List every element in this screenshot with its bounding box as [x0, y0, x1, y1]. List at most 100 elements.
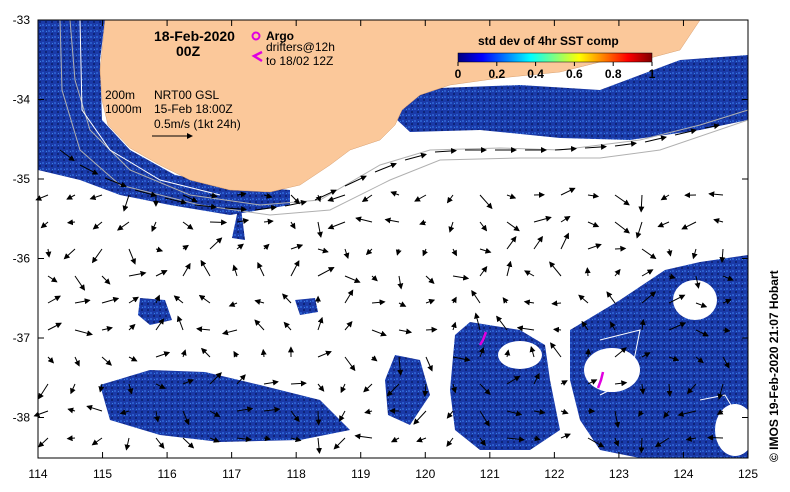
current-vector: [446, 410, 454, 419]
current-vector: [506, 236, 517, 250]
colorbar-tick-label: 0.6: [566, 67, 583, 81]
current-vector: [551, 300, 562, 307]
current-vector: [523, 299, 535, 306]
current-vector: [290, 380, 307, 387]
current-vector: [263, 435, 272, 442]
colorbar-tick-label: 0.8: [605, 67, 622, 81]
current-vector: [654, 437, 670, 448]
current-vector: [614, 347, 627, 358]
current-vector: [479, 410, 490, 427]
current-vector: [610, 321, 616, 331]
current-vector: [116, 221, 130, 231]
current-vector: [155, 351, 171, 358]
current-vector: [639, 383, 646, 395]
current-vector: [691, 248, 698, 260]
current-vector: [681, 221, 697, 230]
current-vector: [398, 328, 413, 335]
current-vector: [228, 301, 238, 307]
current-vector: [263, 379, 279, 386]
current-vector: [344, 356, 356, 372]
current-vector: [290, 260, 300, 277]
shelf-contour-white: [79, 19, 741, 421]
current-vector: [581, 320, 589, 331]
current-vector: [344, 175, 367, 187]
current-vector: [290, 243, 304, 250]
current-vector: [236, 243, 244, 250]
lon-tick-label: 124: [673, 467, 693, 481]
current-vector: [479, 266, 488, 277]
current-vector: [182, 262, 191, 277]
current-vector: [641, 269, 654, 277]
current-vector: [283, 321, 292, 331]
current-vector: [196, 326, 211, 333]
lon-tick-label: 119: [351, 467, 370, 481]
current-vector: [327, 221, 346, 230]
current-vector: [128, 323, 136, 331]
current-vector: [614, 410, 621, 429]
current-vector: [155, 437, 165, 449]
current-vector: [660, 194, 670, 201]
map-hour: 00Z: [176, 43, 201, 59]
current-vector: [397, 356, 404, 376]
current-vector: [315, 410, 322, 426]
current-vector: [533, 215, 552, 223]
lon-tick-label: 121: [480, 467, 500, 481]
current-vector: [533, 409, 546, 415]
lat-tick-label: -36: [13, 252, 31, 266]
colorbar-tick-label: 0.4: [527, 67, 544, 81]
current-vector: [371, 329, 387, 337]
current-vector: [101, 296, 120, 304]
current-vector: [560, 187, 576, 196]
lon-axis: 114 115 116 117 118 119 120 121 122 123 124 125: [28, 20, 758, 481]
current-vector: [66, 194, 76, 200]
current-vector: [47, 322, 62, 331]
lat-axis: -33 -34 -35 -36 -37 -38: [13, 13, 748, 425]
current-vector: [91, 437, 103, 446]
current-vector: [38, 437, 49, 448]
current-vector: [119, 409, 130, 415]
current-vector: [386, 383, 400, 397]
current-vector: [644, 135, 667, 143]
current-vector: [201, 347, 211, 358]
current-vector: [668, 273, 676, 280]
current-vector: [74, 329, 93, 337]
current-vector: [478, 346, 485, 358]
current-vector: [533, 235, 543, 250]
current-vector: [70, 383, 76, 395]
current-vector: [333, 437, 346, 450]
drifters-label-2: to 18/02 12Z: [266, 54, 333, 68]
current-vector: [614, 245, 627, 252]
current-vector: [524, 270, 535, 277]
current-vector: [209, 237, 223, 250]
argo-label: Argo: [266, 29, 294, 43]
valid-time-label: 15-Feb 18:00Z: [154, 102, 233, 116]
current-vector: [639, 318, 646, 331]
current-vector: [284, 199, 307, 207]
current-vector: [638, 437, 645, 454]
current-vector: [584, 143, 607, 150]
current-vector: [260, 348, 267, 358]
colorbar: [457, 52, 653, 63]
current-vector: [209, 219, 228, 226]
current-vector: [452, 274, 470, 281]
current-vector: [448, 221, 455, 233]
current-vector: [67, 407, 76, 414]
current-vector: [613, 437, 620, 447]
current-vector: [446, 194, 454, 204]
current-vector: [398, 301, 407, 307]
current-vector: [59, 149, 75, 162]
current-vector: [638, 410, 644, 417]
current-vector: [155, 270, 168, 277]
current-vector: [101, 325, 113, 332]
current-vector: [45, 248, 52, 258]
current-vector: [657, 221, 670, 228]
current-vector: [317, 247, 329, 254]
current-vector: [722, 298, 732, 305]
current-vector: [155, 383, 166, 389]
current-vector: [474, 312, 481, 331]
current-vector: [209, 192, 218, 199]
current-vector: [257, 262, 265, 277]
lon-tick-label: 115: [93, 467, 112, 481]
current-vector: [198, 294, 211, 304]
